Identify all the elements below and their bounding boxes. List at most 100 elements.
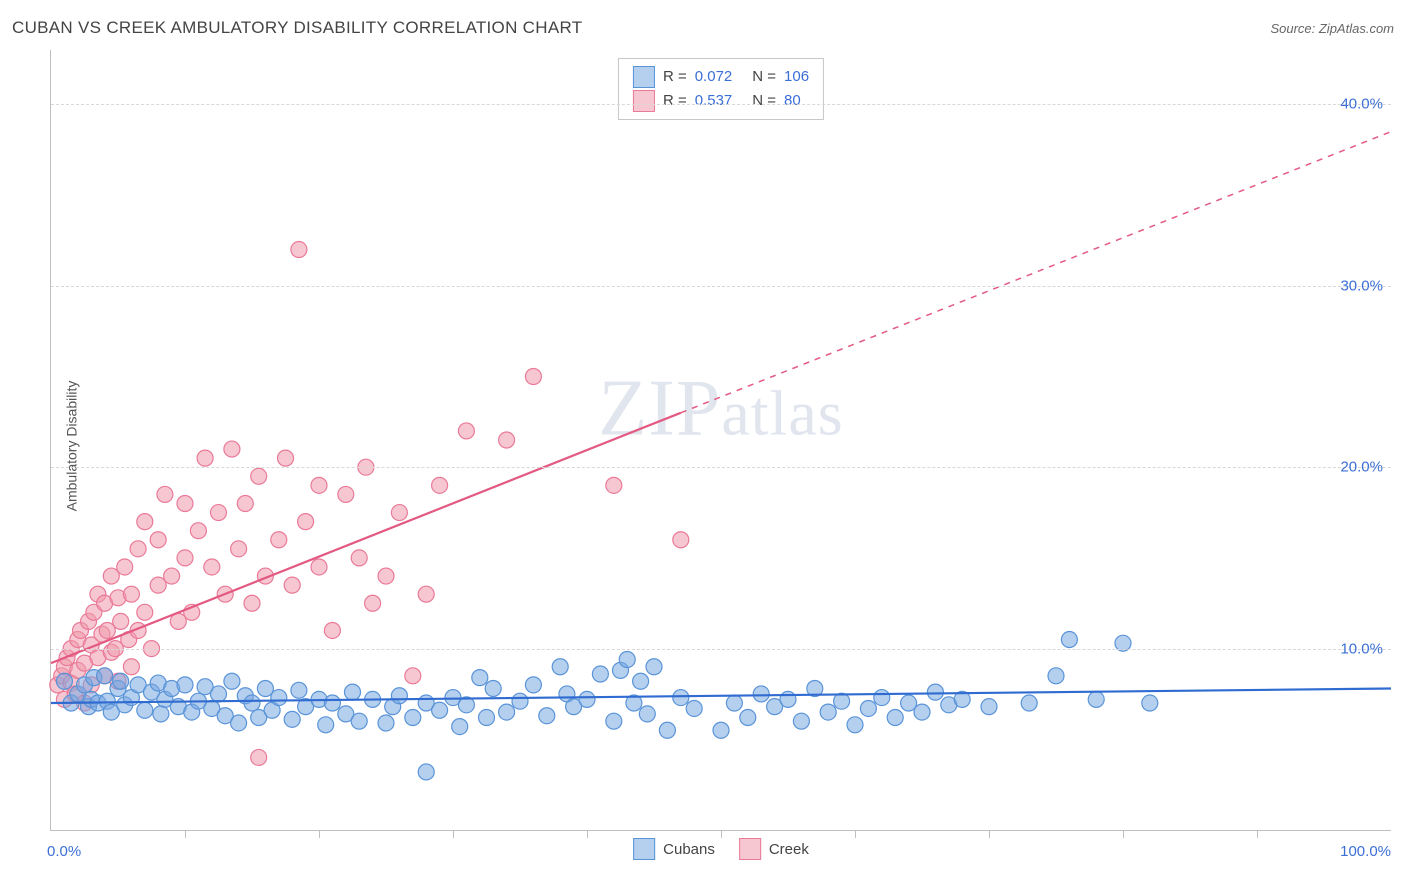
cubans-point [525, 677, 541, 693]
cubans-point [552, 659, 568, 675]
cubans-point [97, 668, 113, 684]
creek-trend-line-solid [51, 413, 681, 663]
creek-trend-line-dash [681, 132, 1391, 413]
legend-n-value: 106 [784, 65, 809, 89]
creek-point [338, 486, 354, 502]
legend-swatch [633, 66, 655, 88]
gridline [51, 467, 1391, 468]
cubans-point [345, 684, 361, 700]
legend-r-label: R = [663, 65, 687, 89]
cubans-point [639, 706, 655, 722]
legend-swatch [633, 90, 655, 112]
legend-r-value: 0.537 [695, 89, 733, 113]
gridline [51, 104, 1391, 105]
creek-point [211, 505, 227, 521]
cubans-point [579, 691, 595, 707]
cubans-point [686, 700, 702, 716]
legend-series-item: Cubans [633, 838, 715, 860]
creek-point [117, 559, 133, 575]
legend-stats-row: R = 0.537 N = 80 [633, 89, 809, 113]
legend-swatch [633, 838, 655, 860]
cubans-point [981, 699, 997, 715]
cubans-point [418, 764, 434, 780]
x-tick [453, 830, 454, 838]
creek-point [123, 659, 139, 675]
cubans-point [324, 695, 340, 711]
plot-area: ZIPatlas R =0.072N =106R =0.537N = 80 0.… [50, 50, 1391, 831]
creek-point [499, 432, 515, 448]
cubans-point [713, 722, 729, 738]
legend-series: CubansCreek [633, 838, 809, 860]
creek-point [311, 477, 327, 493]
legend-n-label: N = [752, 89, 776, 113]
cubans-point [472, 670, 488, 686]
cubans-point [1048, 668, 1064, 684]
creek-point [525, 369, 541, 385]
legend-stats: R =0.072N =106R =0.537N = 80 [618, 58, 824, 120]
cubans-point [284, 711, 300, 727]
title-bar: CUBAN VS CREEK AMBULATORY DISABILITY COR… [12, 18, 1394, 38]
creek-point [164, 568, 180, 584]
legend-swatch [739, 838, 761, 860]
creek-point [224, 441, 240, 457]
creek-point [673, 532, 689, 548]
cubans-point [606, 713, 622, 729]
creek-point [291, 242, 307, 258]
y-tick-label: 10.0% [1340, 640, 1383, 657]
y-tick-label: 30.0% [1340, 277, 1383, 294]
cubans-point [633, 673, 649, 689]
y-tick-label: 20.0% [1340, 459, 1383, 476]
legend-n-value: 80 [784, 89, 801, 113]
cubans-point [847, 717, 863, 733]
creek-point [130, 541, 146, 557]
cubans-point [405, 710, 421, 726]
creek-point [177, 495, 193, 511]
x-tick [319, 830, 320, 838]
cubans-point [1021, 695, 1037, 711]
cubans-point [539, 708, 555, 724]
cubans-point [820, 704, 836, 720]
x-tick [721, 830, 722, 838]
creek-point [458, 423, 474, 439]
creek-point [137, 514, 153, 530]
legend-stats-row: R =0.072N =106 [633, 65, 809, 89]
cubans-point [860, 700, 876, 716]
cubans-point [887, 710, 903, 726]
cubans-point [499, 704, 515, 720]
creek-point [365, 595, 381, 611]
creek-point [150, 532, 166, 548]
creek-point [378, 568, 394, 584]
gridline [51, 649, 1391, 650]
cubans-point [137, 702, 153, 718]
creek-point [324, 622, 340, 638]
x-tick [989, 830, 990, 838]
cubans-point [224, 673, 240, 689]
legend-n-label: N = [752, 65, 776, 89]
y-tick-label: 40.0% [1340, 96, 1383, 113]
creek-point [298, 514, 314, 530]
cubans-point [291, 682, 307, 698]
x-tick [1257, 830, 1258, 838]
creek-point [432, 477, 448, 493]
x-axis-max-label: 100.0% [1340, 843, 1391, 860]
legend-r-label: R = [663, 89, 687, 113]
legend-series-label: Cubans [663, 841, 715, 858]
creek-point [204, 559, 220, 575]
cubans-point [726, 695, 742, 711]
cubans-point [753, 686, 769, 702]
x-axis-min-label: 0.0% [47, 843, 81, 860]
creek-point [284, 577, 300, 593]
creek-point [231, 541, 247, 557]
x-tick [587, 830, 588, 838]
cubans-point [391, 688, 407, 704]
cubans-point [318, 717, 334, 733]
creek-point [157, 486, 173, 502]
creek-point [405, 668, 421, 684]
cubans-point [244, 695, 260, 711]
cubans-point [452, 719, 468, 735]
creek-point [244, 595, 260, 611]
cubans-point [874, 690, 890, 706]
cubans-point [177, 677, 193, 693]
cubans-point [659, 722, 675, 738]
gridline [51, 286, 1391, 287]
